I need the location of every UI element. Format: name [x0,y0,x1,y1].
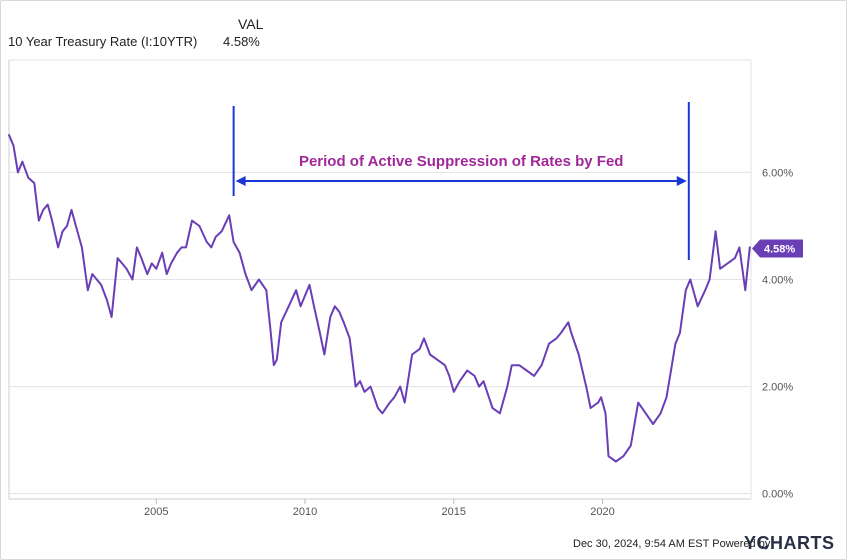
last-value-badge-shape [752,239,803,258]
series-line [8,134,751,463]
y-tick-label: 6.00% [762,167,793,179]
y-tick-label: 0.00% [762,489,793,501]
line-chart: 2005 2010 2015 2020 0.00% 2.00% 4.00% 6.00% Pe… [8,59,803,518]
x-tick-label: 2010 [293,506,317,518]
x-tick-label: 2015 [442,506,466,518]
y-tick-label: 2.00% [762,382,793,394]
timestamp: Dec 30, 2024, 9:54 AM EST [573,538,710,550]
x-axis-ticks: 2005 2010 2015 2020 [144,499,615,518]
legend-header: VAL [238,16,264,32]
annotation-arrowhead-left [235,176,246,186]
legend-series-name[interactable]: 10 Year Treasury Rate (I:10YTR) [8,34,198,49]
legend-series-value: 4.58% [223,34,260,49]
annotation: Period of Active Suppression of Rates by… [232,102,690,260]
ycharts-logo[interactable]: YCHARTS [744,533,835,553]
y-tick-label: 4.00% [762,275,793,287]
powered-by-label: Powered by [712,538,771,550]
annotation-label: Period of Active Suppression of Rates by… [299,153,624,170]
last-value-label: 4.58% [764,243,795,255]
gridlines [9,59,752,499]
x-tick-label: 2005 [144,506,168,518]
y-axis-ticks: 0.00% 2.00% 4.00% 6.00% [762,167,793,500]
x-tick-label: 2020 [590,506,614,518]
annotation-arrowhead-right [676,176,687,186]
footer-timestamp: Dec 30, 2024, 9:54 AM EST Powered by [573,538,770,550]
last-value-badge: 4.58% [752,239,803,258]
